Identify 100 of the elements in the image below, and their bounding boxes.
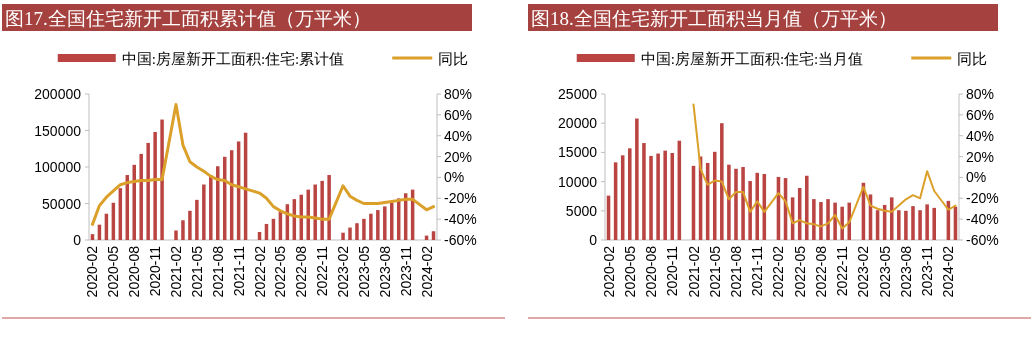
y2-tick-label: 80% <box>966 86 995 102</box>
chart-title: 图17.全国住宅新开工面积累计值（万平米） <box>5 8 371 29</box>
y2-tick-label: 20% <box>444 148 473 165</box>
y-tick-label: 150000 <box>34 122 82 139</box>
bar <box>355 223 359 240</box>
x-tick-label: 2022-11 <box>314 245 331 297</box>
bar <box>195 199 199 240</box>
x-tick-label: 2020-05 <box>621 245 638 298</box>
bar <box>727 164 731 240</box>
x-tick-label: 2021-02 <box>685 245 702 298</box>
bar <box>911 206 915 240</box>
bar <box>341 232 345 240</box>
bar <box>160 119 164 240</box>
x-tick-label: 2022-05 <box>791 245 808 298</box>
bar <box>202 184 206 240</box>
x-tick-label: 2023-02 <box>335 245 352 298</box>
bar <box>741 167 745 240</box>
y2-tick-label: 0% <box>966 169 987 186</box>
chart-title: 图18.全国住宅新开工面积当月值（万平米） <box>531 8 897 29</box>
x-tick-label: 2020-02 <box>84 245 101 298</box>
x-tick-label: 2020-05 <box>105 245 122 298</box>
bar <box>720 123 724 240</box>
bar <box>628 148 632 240</box>
bar <box>320 180 324 240</box>
x-tick-label: 2022-08 <box>293 245 310 298</box>
x-tick-label: 2020-02 <box>600 245 617 298</box>
bar <box>313 184 317 240</box>
x-tick-label: 2022-05 <box>272 245 289 298</box>
x-tick-label: 2021-08 <box>727 245 744 298</box>
x-tick-label: 2022-02 <box>251 245 268 298</box>
bar <box>153 131 157 240</box>
bar <box>812 199 816 240</box>
bar <box>712 151 717 240</box>
y-tick-label: 50000 <box>42 195 82 212</box>
bar <box>139 153 143 240</box>
y-tick-label: 20000 <box>558 115 598 132</box>
bar <box>174 230 178 240</box>
y2-tick-label: -40% <box>966 211 999 228</box>
legend-label: 同比 <box>438 51 469 67</box>
line-series <box>90 102 436 226</box>
bar <box>833 202 837 240</box>
bar <box>327 175 331 240</box>
y2-tick-label: 60% <box>444 106 473 123</box>
line-series <box>692 103 957 230</box>
x-tick-label: 2023-05 <box>876 245 893 298</box>
y-tick-label: 0 <box>589 232 598 248</box>
bar <box>826 199 830 240</box>
bar <box>904 210 908 240</box>
x-tick-label: 2021-11 <box>749 245 766 297</box>
x-tick-label: 2024-02 <box>940 245 957 298</box>
x-tick-label: 2021-11 <box>230 245 247 297</box>
bar <box>819 202 823 240</box>
x-tick-label: 2022-11 <box>834 245 851 297</box>
bar <box>925 204 929 240</box>
bar <box>932 207 936 240</box>
x-tick-label: 2020-11 <box>147 245 164 297</box>
bar <box>146 142 150 240</box>
x-tick-label: 2023-08 <box>376 245 393 298</box>
legend-label: 同比 <box>957 51 988 67</box>
bar <box>431 231 436 240</box>
bar <box>755 172 759 240</box>
bar <box>188 210 192 240</box>
y-tick-label: 25000 <box>558 86 598 102</box>
x-tick-label: 2020-08 <box>643 245 660 298</box>
bar <box>635 118 639 240</box>
x-tick-label: 2021-05 <box>706 245 723 298</box>
x-tick-label: 2021-08 <box>209 245 226 298</box>
x-tick-label: 2022-02 <box>770 245 787 298</box>
bar <box>216 166 220 240</box>
y2-tick-label: 40% <box>966 127 995 144</box>
y2-tick-label: 40% <box>444 127 473 144</box>
x-tick-label: 2021-05 <box>188 245 205 298</box>
x-tick-label: 2022-08 <box>812 245 829 298</box>
y2-tick-label: 60% <box>966 106 995 123</box>
bar <box>642 143 646 240</box>
x-tick-label: 2023-02 <box>855 245 872 298</box>
bar <box>390 202 394 240</box>
bar <box>889 197 894 240</box>
bar <box>649 155 653 240</box>
x-tick-label: 2020-11 <box>664 245 681 297</box>
bar <box>748 181 752 240</box>
y2-tick-label: -20% <box>444 190 477 207</box>
x-tick-label: 2023-11 <box>919 245 936 297</box>
bar <box>209 175 213 240</box>
y2-tick-label: 0% <box>444 169 465 186</box>
bar <box>181 220 185 240</box>
y2-tick-label: -60% <box>444 232 477 248</box>
y2-tick-label: -20% <box>966 190 999 207</box>
y2-tick-label: -60% <box>966 232 999 248</box>
y-tick-label: 0 <box>73 232 82 248</box>
bar <box>348 227 352 240</box>
y2-tick-label: 20% <box>966 148 995 165</box>
x-tick-label: 2023-11 <box>397 245 414 297</box>
legend-label: 中国:房屋新开工面积:住宅:当月值 <box>640 51 864 67</box>
bar <box>369 213 373 240</box>
y-tick-label: 15000 <box>558 144 598 161</box>
x-tick-label: 2024-02 <box>418 245 435 298</box>
bar <box>90 234 95 240</box>
y-tick-label: 200000 <box>34 86 82 102</box>
y-tick-label: 10000 <box>558 173 598 190</box>
